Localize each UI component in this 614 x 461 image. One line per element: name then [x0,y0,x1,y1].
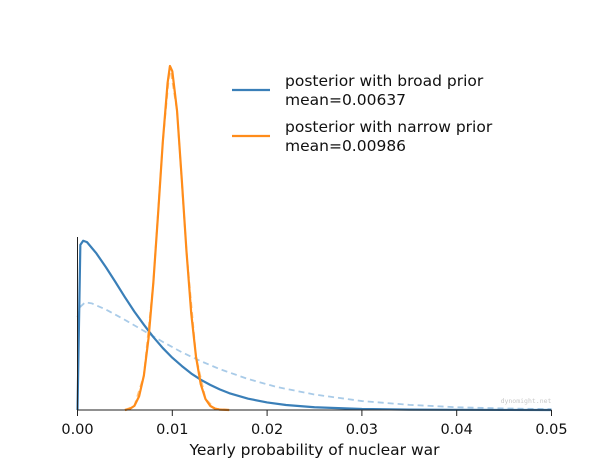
x-tick-label: 0.05 [535,422,567,438]
legend-label-broad-posterior: posterior with broad prior [285,72,484,90]
legend-label-broad-posterior: mean=0.00637 [285,91,406,109]
series-line-broad-posterior [76,239,552,412]
x-tick-label: 0.03 [346,422,378,438]
legend-label-narrow-posterior: mean=0.00986 [285,137,406,155]
x-axis-label: Yearly probability of nuclear war [188,441,440,459]
x-ticks: 0.00 0.01 0.02 0.03 0.04 0.05 [61,410,568,438]
series-line-broad-prior-dashed [76,301,552,411]
watermark: dynomight.net [501,397,552,405]
x-axis [77,237,552,411]
legend-label-narrow-posterior: posterior with narrow prior [285,118,493,136]
series-line-narrow-posterior [124,64,230,412]
plot-area [76,64,552,412]
x-tick-label: 0.00 [61,422,93,438]
x-tick-label: 0.04 [441,422,473,438]
x-tick-label: 0.02 [251,422,283,438]
x-tick-label: 0.01 [156,422,188,438]
